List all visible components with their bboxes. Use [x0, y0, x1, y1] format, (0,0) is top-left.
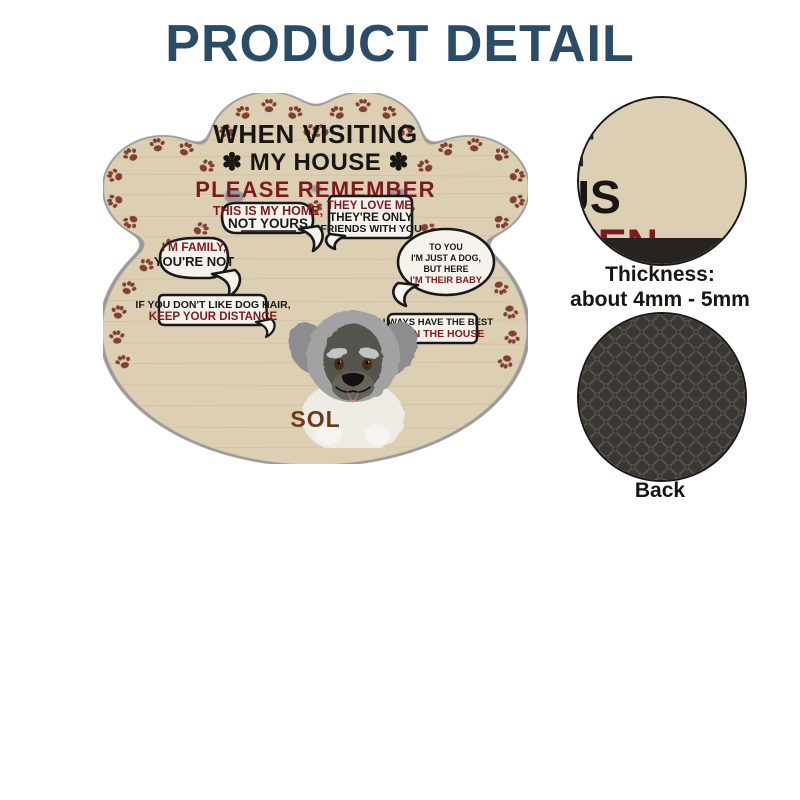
svg-text:KEEP YOUR DISTANCE: KEEP YOUR DISTANCE [149, 311, 278, 323]
svg-text:TO YOU: TO YOU [429, 242, 462, 252]
svg-text:IF YOU DON'T LIKE DOG HAIR,: IF YOU DON'T LIKE DOG HAIR, [135, 299, 290, 311]
svg-text:I'M FAMILY,: I'M FAMILY, [162, 240, 226, 254]
svg-text:BUT HERE: BUT HERE [424, 264, 469, 274]
svg-text:I'M THEIR BABY: I'M THEIR BABY [410, 275, 483, 285]
svg-text:THEY LOVE ME,: THEY LOVE ME, [327, 200, 416, 212]
svg-text:FRIENDS WITH YOU: FRIENDS WITH YOU [320, 223, 421, 235]
svg-text:Y HOUS: Y HOUS [579, 171, 621, 223]
svg-text:I'M JUST A DOG,: I'M JUST A DOG, [411, 253, 481, 263]
svg-text:NOT YOURS: NOT YOURS [228, 216, 308, 231]
svg-text:YOU'RE NOT: YOU'RE NOT [154, 254, 234, 269]
